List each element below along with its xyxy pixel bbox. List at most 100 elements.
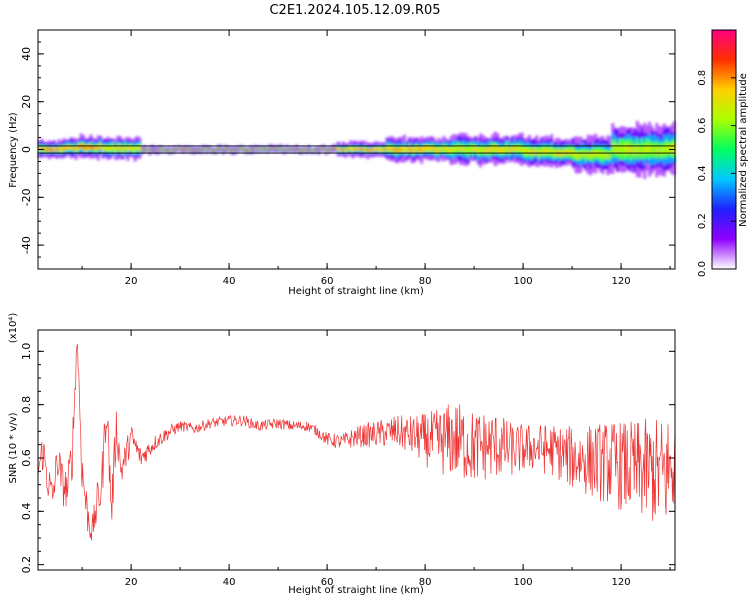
heatmap-cell-7	[498, 147, 502, 154]
x-tick-label: 40	[223, 577, 236, 588]
heatmap-cell-4	[275, 148, 279, 150]
heatmap-cell-4	[145, 149, 149, 151]
heatmap-cell-4	[302, 148, 306, 151]
heatmap-cell-3	[128, 145, 132, 150]
x-tick-label: 60	[321, 577, 334, 588]
heatmap-cell-7	[469, 146, 473, 152]
heatmap-cell-7	[513, 145, 517, 153]
heatmap-cell-0	[47, 148, 51, 152]
heatmap-cell-10	[672, 142, 676, 154]
heatmap-cell-5	[349, 146, 353, 150]
heatmap-cell-7	[501, 147, 505, 154]
heatmap-cell-4	[327, 149, 331, 151]
heatmap-cell-7	[505, 145, 509, 151]
heatmap-cell-5	[383, 148, 387, 151]
heatmap-cell-4	[158, 149, 162, 151]
colorbar-ticks: 0.0 0.2 0.4 0.6 0.8	[697, 70, 736, 277]
heatmap-cell-2	[91, 146, 95, 150]
heatmap-cell-4	[314, 148, 318, 151]
heatmap-cell-10	[613, 142, 617, 154]
x-tick-label: 60	[321, 276, 334, 287]
y-tick-label: 40	[20, 47, 33, 61]
snr-panel: 20 40 60 80 100 120 0.2 0.4 0.6 0.8 1.0 Height of…	[8, 313, 676, 596]
heatmap-cell-5	[341, 147, 345, 151]
heatmap-cell-8	[535, 148, 539, 154]
heatmap-cell-4	[309, 150, 313, 152]
heatmap-cell-4	[265, 149, 269, 151]
heatmap-cell-5	[356, 147, 360, 151]
heatmap-cell-9	[584, 152, 588, 158]
heatmap-cell-2	[87, 144, 91, 151]
heatmap-cell-5	[378, 147, 382, 152]
heatmap-cell-0	[52, 146, 56, 151]
heatmap-cell-10	[616, 146, 620, 155]
heatmap-cell-4	[155, 149, 159, 152]
heatmap-cell-2	[84, 145, 88, 151]
heatmap-cell-1	[67, 144, 71, 150]
heatmap-cell-4	[214, 150, 218, 152]
heatmap-cell-5	[376, 147, 380, 151]
heatmap-cell-7	[474, 145, 478, 152]
heatmap-cell-4	[268, 147, 272, 150]
colorbar-tick-label: 0.4	[697, 165, 708, 181]
heatmap-cell-1	[72, 146, 76, 150]
heatmap-cell-4	[238, 147, 242, 149]
heatmap-cell-2	[77, 144, 81, 150]
heatmap-cell-5	[371, 148, 375, 152]
x-tick-label: 20	[125, 577, 138, 588]
heatmap-cell-6	[420, 147, 424, 153]
heatmap-cell-4	[322, 147, 326, 149]
heatmap-cell-7	[486, 147, 490, 154]
heatmap-cell-4	[219, 147, 223, 150]
heatmap-cell-6	[390, 146, 394, 151]
heatmap-cell-4	[283, 150, 287, 152]
heatmap-cell-4	[197, 149, 201, 151]
x-tick-label: 80	[419, 276, 432, 287]
heatmap-cell-4	[172, 148, 176, 151]
heatmap-cell-4	[221, 150, 225, 152]
heatmap-cell-1	[62, 146, 66, 151]
y-tick-label: -40	[20, 236, 33, 254]
heatmap-cell-7	[488, 147, 492, 153]
heatmap-cell-4	[187, 148, 191, 151]
heatmap-cell-0	[55, 149, 59, 153]
colorbar-tick-label: 0.2	[697, 213, 708, 229]
heatmap-cell-7	[503, 146, 507, 153]
heatmap-cell-1	[57, 146, 61, 151]
y-tick-label: 0.8	[20, 396, 33, 414]
heatmap-cell-9	[579, 151, 583, 158]
heatmap-cell-4	[204, 148, 208, 151]
heatmap-cell-10	[618, 143, 622, 155]
heatmap-cell-3	[104, 145, 108, 150]
heatmap-cell-8	[569, 149, 573, 155]
heatmap-cell-4	[236, 148, 240, 150]
heatmap-cell-3	[116, 145, 120, 150]
heatmap-cell-4	[209, 149, 213, 151]
colorbar-tick-label: 0.6	[697, 118, 708, 134]
heatmap-cell-5	[363, 147, 367, 151]
heatmap-cell-1	[64, 146, 68, 151]
heatmap-cell-7	[508, 147, 512, 154]
x-tick-label: 120	[612, 577, 631, 588]
heatmap-cell-6	[444, 146, 448, 152]
heatmap-cell-4	[189, 148, 193, 151]
heatmap-cell-3	[118, 145, 122, 150]
heatmap-cell-4	[226, 148, 230, 150]
heatmap-cell-8	[550, 148, 554, 154]
heatmap-cell-3	[133, 147, 137, 152]
heatmap-cell-3	[109, 146, 113, 151]
heatmap-cell-4	[234, 149, 238, 152]
heatmap-cell-8	[567, 149, 571, 155]
heatmap-cell-10	[640, 143, 644, 154]
heatmap-cell-4	[148, 150, 152, 152]
x-tick-label: 100	[514, 276, 533, 287]
heatmap-cell-9	[589, 151, 593, 159]
heatmap-cell-7	[518, 145, 522, 152]
heatmap-cell-4	[182, 148, 186, 151]
x-tick-label: 120	[612, 276, 631, 287]
heatmap-cell-4	[143, 148, 147, 150]
heatmap-cell-4	[263, 148, 267, 150]
heatmap-cell-4	[290, 148, 294, 150]
heatmap-cell-4	[160, 148, 164, 150]
heatmap-cell-8	[564, 149, 568, 156]
